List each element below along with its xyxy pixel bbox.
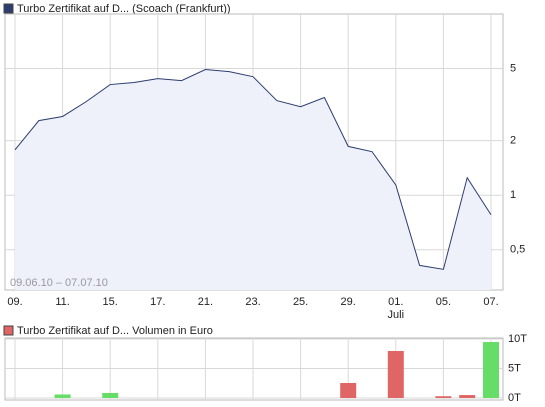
y-tick-label: 0,5 bbox=[510, 244, 525, 256]
y-tick-label: 5 bbox=[510, 62, 516, 74]
x-sublabel: Juli bbox=[388, 309, 405, 321]
x-tick-label: 23. bbox=[245, 296, 260, 308]
y-tick-label: 2 bbox=[510, 135, 516, 147]
y-tick-label: 5T bbox=[508, 362, 521, 374]
x-tick-label: 21. bbox=[198, 296, 213, 308]
chart-title: Turbo Zertifikat auf D... Volumen in Eur… bbox=[17, 325, 213, 337]
line bbox=[14, 68, 492, 270]
y-tick-label: 0T bbox=[508, 392, 521, 404]
x-tick-label: 15. bbox=[103, 296, 118, 308]
bar bbox=[483, 342, 499, 398]
area bbox=[15, 69, 491, 290]
y-tick-label: 1 bbox=[510, 189, 516, 201]
x-tick-label: 05. bbox=[436, 296, 451, 308]
x-tick-label: 09. bbox=[7, 296, 22, 308]
bar bbox=[387, 350, 404, 398]
bar bbox=[340, 383, 357, 398]
bar bbox=[435, 396, 452, 398]
x-tick-label: 25. bbox=[293, 296, 308, 308]
bar bbox=[54, 394, 71, 398]
x-tick-label: 01. bbox=[388, 296, 403, 308]
legend-swatch bbox=[3, 3, 14, 14]
chart-title: Turbo Zertifikat auf D... (Scoach (Frank… bbox=[17, 3, 231, 15]
y-tick-label: 10T bbox=[508, 333, 527, 345]
annotation: 09.06.10 – 07.07.10 bbox=[10, 277, 108, 289]
x-tick-label: 07. bbox=[483, 296, 498, 308]
x-tick-label: 17. bbox=[150, 296, 165, 308]
bar bbox=[102, 392, 119, 398]
bar bbox=[459, 395, 476, 398]
legend-swatch bbox=[3, 325, 14, 336]
x-tick-label: 11. bbox=[55, 296, 69, 308]
x-tick-label: 29. bbox=[341, 296, 356, 308]
